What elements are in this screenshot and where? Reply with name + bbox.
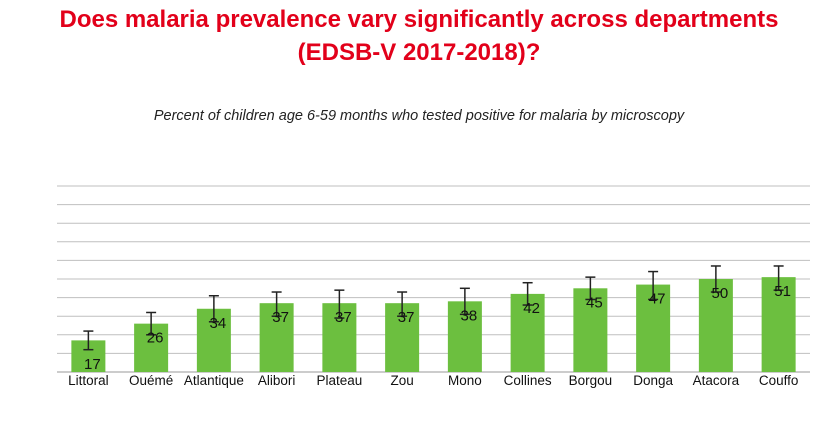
bar bbox=[698, 279, 733, 372]
error-bar bbox=[208, 294, 219, 323]
data-label: 50 bbox=[712, 285, 729, 302]
error-bar bbox=[83, 330, 94, 351]
x-tick-label: Atlantique bbox=[184, 373, 244, 388]
x-tick-label: Mono bbox=[448, 373, 482, 388]
data-label: 51 bbox=[774, 283, 791, 300]
category-labels: Littoral Ouémé Atlantique Alibori Plateau Zou… bbox=[68, 373, 798, 388]
chart-subtitle: Percent of children age 6-59 months who … bbox=[153, 108, 685, 124]
x-tick-label: Plateau bbox=[316, 373, 362, 388]
x-tick-label: Donga bbox=[633, 373, 673, 388]
error-bar bbox=[146, 311, 157, 336]
error-bar bbox=[334, 289, 345, 319]
data-label: 37 bbox=[272, 309, 289, 326]
error-bar bbox=[397, 291, 408, 317]
x-tick-label: Ouémé bbox=[129, 373, 173, 388]
x-tick-label: Alibori bbox=[258, 373, 296, 388]
error-bar bbox=[459, 287, 470, 316]
x-tick-label: Borgou bbox=[569, 373, 613, 388]
error-bar bbox=[271, 291, 282, 317]
bar bbox=[573, 288, 608, 372]
data-label: 34 bbox=[210, 315, 227, 332]
gridlines bbox=[57, 185, 810, 373]
error-bar bbox=[585, 276, 596, 301]
x-tick-label: Littoral bbox=[68, 373, 109, 388]
bar bbox=[510, 293, 545, 372]
x-tick-label: Zou bbox=[390, 373, 413, 388]
bar bbox=[761, 277, 796, 372]
bars bbox=[71, 277, 796, 372]
data-label: 37 bbox=[398, 309, 415, 326]
chart-title-line-2: (EDSB-V 2017-2018)? bbox=[297, 39, 541, 66]
error-bars bbox=[83, 265, 784, 351]
error-bar bbox=[710, 265, 721, 293]
data-label: 37 bbox=[335, 309, 352, 326]
chart-title-line-1: Does malaria prevalence vary significant… bbox=[59, 6, 779, 33]
x-tick-label: Atacora bbox=[693, 373, 740, 388]
x-tick-label: Couffo bbox=[759, 373, 799, 388]
error-bar bbox=[773, 265, 784, 291]
data-label: 38 bbox=[461, 307, 478, 324]
data-label: 42 bbox=[523, 300, 540, 317]
data-label: 26 bbox=[147, 330, 164, 347]
data-label: 17 bbox=[84, 356, 101, 373]
error-bar bbox=[522, 281, 533, 306]
error-bar bbox=[648, 270, 659, 301]
data-label: 45 bbox=[586, 294, 603, 311]
value-labels: 17 26 34 37 37 37 38 42 45 47 50 51 bbox=[84, 283, 791, 373]
data-label: 47 bbox=[649, 291, 666, 308]
x-tick-label: Collines bbox=[504, 373, 552, 388]
